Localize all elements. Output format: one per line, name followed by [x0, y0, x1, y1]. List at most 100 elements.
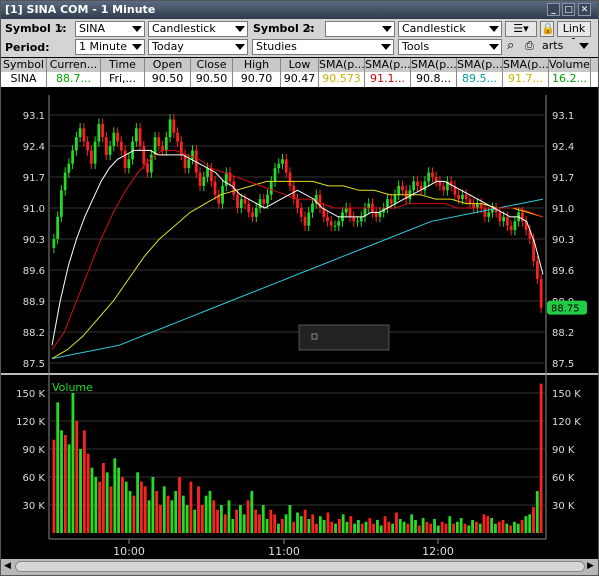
zoom-icon[interactable]: ⌕ [507, 38, 515, 53]
quote-value-row[interactable]: SINA 88.7... Fri,... 90.50 90.50 90.70 90.47 90… [1, 72, 598, 87]
volume-bar [505, 523, 509, 533]
quote-header-cell[interactable]: Curren... [47, 58, 101, 72]
candle-body [374, 212, 378, 217]
quote-header-cell[interactable]: Time [101, 58, 145, 72]
quote-header-cell[interactable]: SMA(p... [457, 58, 503, 72]
x-tick-label: 11:00 [268, 545, 300, 558]
candle-body [438, 181, 442, 186]
volume-bar [151, 477, 155, 533]
quote-header-cell[interactable]: SMA(p... [365, 58, 411, 72]
charts-select[interactable]: arts [539, 39, 591, 55]
quote-header-cell[interactable]: Close [191, 58, 233, 72]
quote-header-cell[interactable]: Open [145, 58, 191, 72]
volume-bar [528, 514, 532, 533]
quote-header-cell[interactable]: SMA(p... [503, 58, 549, 72]
chart-type1-select[interactable]: Candlestick [148, 21, 248, 37]
candle-body [59, 190, 63, 217]
volume-bar [391, 523, 395, 533]
volume-bar [254, 509, 258, 533]
quote-header-cell[interactable]: SMA(p... [411, 58, 457, 72]
studies-select[interactable]: Studies [252, 39, 394, 55]
interval-select[interactable]: 1 Minute [75, 39, 145, 55]
quote-header-cell[interactable]: Low [281, 58, 319, 72]
candle-body [491, 208, 494, 213]
volume-bar [486, 516, 490, 533]
volume-bar [121, 477, 124, 533]
menu-dropdown-button[interactable]: ☰▾ [505, 21, 537, 37]
volume-bar [193, 509, 197, 533]
candle-body [269, 181, 273, 195]
volume-bar [250, 491, 254, 533]
candle-body [209, 168, 213, 182]
candle-body [258, 199, 262, 208]
volume-bar [330, 521, 334, 533]
info-box-icon [311, 333, 318, 340]
candle-body [78, 128, 82, 138]
candle-body [266, 194, 269, 204]
volume-bar [376, 519, 379, 533]
quote-header-cell[interactable]: Volume [549, 58, 591, 72]
maximize-button[interactable]: □ [562, 3, 575, 16]
scroll-left-icon[interactable]: ◀ [4, 561, 11, 571]
candle-body [131, 141, 134, 160]
lock-icon[interactable]: 🔒 [540, 21, 555, 37]
candle-body [397, 185, 401, 195]
volume-bar [189, 481, 193, 533]
quote-header-cell[interactable]: Symbol [1, 58, 47, 72]
candle-body [149, 154, 153, 173]
quote-header-cell[interactable]: SMA(p... [319, 58, 365, 72]
volume-bar [82, 430, 86, 533]
search-icon[interactable]: ⌕ [57, 21, 65, 36]
candle-body [509, 225, 513, 231]
range-select[interactable]: Today [148, 39, 248, 55]
quote-value-cell: 90.8... [411, 72, 457, 87]
candle-body [329, 221, 333, 226]
volume-bar [326, 512, 330, 533]
volume-bar [433, 519, 436, 533]
volume-tick-label-right: 120 K [552, 417, 581, 428]
print-icon[interactable]: ⎙ [525, 39, 534, 52]
search-icon[interactable]: ⌕ [307, 21, 315, 36]
volume-bar [136, 472, 140, 533]
volume-bar [341, 514, 345, 533]
chart-background [1, 87, 598, 559]
minimize-button[interactable]: _ [547, 3, 560, 16]
volume-bar [356, 519, 360, 533]
candle-body [393, 194, 397, 204]
volume-tick-label-left: 120 K [16, 417, 45, 428]
candle-body [506, 216, 509, 226]
candle-body [416, 181, 419, 186]
candle-body [303, 216, 307, 226]
price-tick-label-right: 87.5 [552, 359, 574, 370]
price-tick-label-right: 92.4 [552, 142, 574, 153]
volume-bar [387, 521, 391, 533]
price-tick-label-right: 88.2 [552, 328, 574, 339]
quote-value-cell: 88.7... [47, 72, 101, 87]
close-button[interactable]: ✕ [578, 3, 591, 16]
scroll-right-icon[interactable]: ▶ [587, 561, 594, 571]
scroll-thumb[interactable] [15, 561, 585, 572]
volume-bar [459, 518, 463, 533]
tools-select[interactable]: Tools [398, 39, 502, 55]
chart-svg[interactable]: 93.1 93.1 92.4 92.4 91.7 91.7 91.0 91.0 90.3 90.3… [1, 87, 598, 559]
symbol1-input[interactable]: SINA [75, 21, 145, 37]
quote-value-cell: 90.573 [319, 72, 365, 87]
volume-bar [132, 495, 136, 533]
symbol2-input[interactable] [325, 21, 395, 37]
link-button[interactable]: Link 1 [557, 21, 591, 49]
volume-bar [425, 521, 429, 533]
volume-bar [284, 514, 288, 533]
toolbar: Symbol 1: ⌕ SINA Candlestick Symbol 2: ⌕… [1, 19, 598, 57]
volume-bar [242, 514, 246, 533]
quote-header-cell[interactable]: High [233, 58, 281, 72]
volume-bar [322, 519, 326, 533]
horizontal-scrollbar[interactable]: ◀ ▶ [1, 559, 598, 575]
volume-bar [155, 491, 159, 533]
chart-area[interactable]: 93.1 93.1 92.4 92.4 91.7 91.7 91.0 91.0 90.3 90.3… [1, 87, 598, 559]
volume-tick-label-right: 30 K [552, 501, 575, 512]
volume-bar [513, 521, 516, 533]
chart-type2-select[interactable]: Candlestick [398, 21, 502, 37]
price-tick-label-right: 91.0 [552, 204, 574, 215]
candle-body [296, 199, 299, 208]
volume-bar [174, 491, 178, 533]
